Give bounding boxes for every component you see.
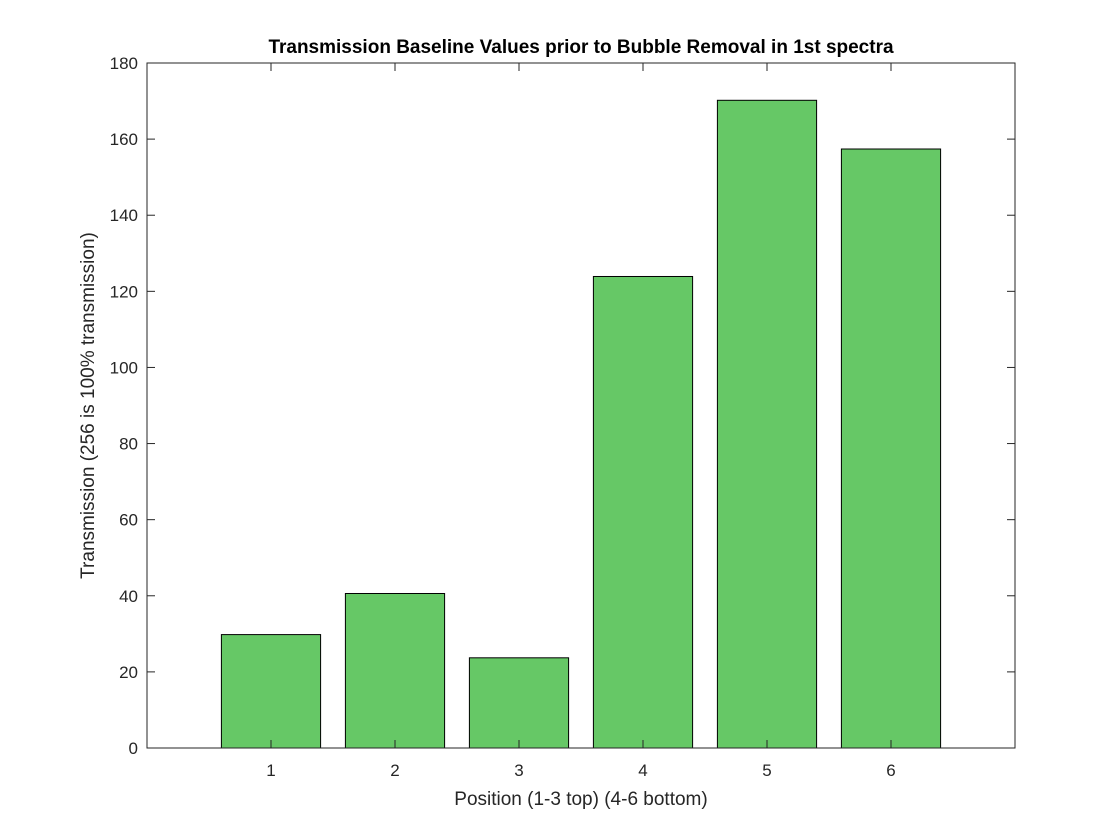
x-axis-label: Position (1-3 top) (4-6 bottom) [454, 789, 707, 810]
y-axis-label: Transmission (256 is 100% transmission) [78, 232, 99, 579]
x-axis-ticks: 1 2 3 4 5 6 [266, 63, 896, 780]
x-tick-label: 2 [390, 761, 399, 780]
y-tick-label: 180 [110, 54, 138, 73]
bar-4 [592, 275, 694, 749]
y-axis-ticks: 0 20 40 60 80 100 120 140 160 180 [110, 54, 1015, 758]
axes [146, 62, 1016, 749]
y-tick-label: 100 [110, 358, 138, 377]
y-tick-label: 120 [110, 282, 138, 301]
y-tick-label: 60 [119, 511, 138, 530]
bar-2 [344, 592, 446, 749]
x-tick-label: 5 [762, 761, 771, 780]
y-tick-label: 160 [110, 130, 138, 149]
bar-3 [468, 657, 570, 749]
bar-5 [716, 99, 818, 749]
y-tick-label: 80 [119, 435, 138, 454]
bar-6 [840, 148, 942, 749]
bars [220, 99, 942, 749]
x-tick-label: 4 [638, 761, 647, 780]
x-tick-label: 6 [886, 761, 895, 780]
y-tick-label: 20 [119, 663, 138, 682]
bar-1 [220, 634, 322, 749]
x-tick-label: 3 [514, 761, 523, 780]
x-tick-label: 1 [266, 761, 275, 780]
y-tick-label: 40 [119, 587, 138, 606]
chart-title: Transmission Baseline Values prior to Bu… [268, 37, 894, 58]
axes-box [146, 62, 1016, 749]
y-tick-label: 0 [129, 739, 138, 758]
y-tick-label: 140 [110, 206, 138, 225]
